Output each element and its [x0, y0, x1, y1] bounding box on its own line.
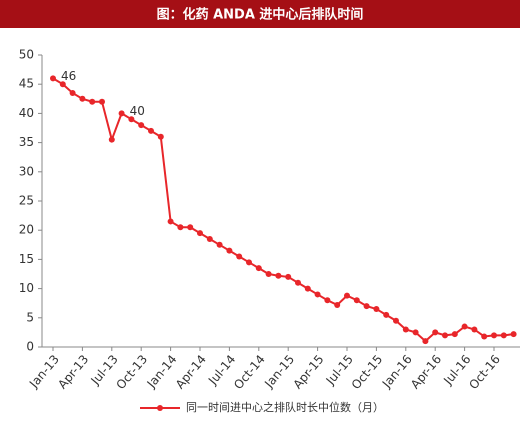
data-point: [461, 323, 468, 330]
data-point: [167, 218, 174, 225]
data-point: [481, 333, 488, 340]
x-tick-label: Oct-13: [114, 352, 151, 392]
x-tick-label: Apr-14: [173, 352, 209, 391]
data-point: [451, 331, 458, 338]
y-tick-label: 5: [26, 310, 34, 324]
data-point: [324, 297, 331, 304]
data-point: [197, 230, 203, 237]
data-point: [422, 338, 429, 345]
data-point: [363, 303, 370, 310]
data-point: [334, 301, 341, 308]
data-point: [118, 110, 125, 117]
data-point: [157, 133, 164, 140]
data-point: [393, 317, 399, 324]
legend-label: 同一时间进中心之排队时长中位数（月）: [186, 400, 384, 414]
y-tick-label: 25: [19, 194, 34, 208]
x-tick-label: Jan-16: [379, 352, 415, 391]
data-point: [432, 329, 439, 336]
data-point: [265, 271, 272, 277]
chart-title: 图：化药 ANDA 进中心后排队时间: [157, 7, 364, 23]
y-tick-label: 10: [19, 281, 34, 295]
title-banner: [0, 0, 520, 28]
data-line: [52, 77, 514, 343]
data-point: [383, 311, 390, 318]
y-tick-label: 15: [19, 252, 34, 266]
data-point: [89, 98, 96, 105]
y-tick-label: 0: [26, 340, 34, 354]
data-point: [353, 297, 360, 304]
x-tick-label: Jan-13: [26, 352, 62, 391]
legend-marker: [157, 405, 163, 411]
data-point: [491, 332, 497, 339]
data-point: [187, 224, 194, 231]
data-point: [128, 116, 135, 123]
data-point: [442, 332, 448, 339]
data-point: [108, 136, 115, 143]
x-tick-label: Jan-14: [144, 352, 180, 391]
x-tick-label: Apr-15: [290, 352, 326, 391]
data-point: [246, 259, 252, 266]
y-tick-label: 50: [19, 48, 34, 62]
data-point: [344, 292, 350, 299]
y-tick-label: 20: [19, 223, 34, 237]
y-tick-label: 35: [19, 135, 34, 149]
data-point: [275, 272, 282, 279]
data-point: [402, 326, 409, 333]
data-point: [373, 306, 380, 313]
x-tick-label: Apr-16: [408, 352, 444, 391]
data-point: [216, 241, 223, 248]
data-point: [59, 81, 66, 88]
data-point: [412, 329, 419, 336]
x-tick-label: Oct-15: [349, 352, 386, 392]
data-point: [148, 127, 154, 134]
x-tick-label: Oct-14: [231, 352, 268, 392]
data-point: [510, 331, 517, 338]
y-tick-label: 45: [19, 77, 34, 91]
data-point: [255, 265, 262, 272]
data-point: [177, 224, 184, 231]
y-tick-label: 40: [19, 106, 34, 120]
x-tick-label: Jan-15: [261, 352, 297, 391]
data-point: [79, 95, 86, 102]
data-point: [314, 291, 321, 298]
data-point: [226, 247, 233, 254]
x-tick-label: Apr-13: [55, 352, 91, 391]
data-point: [138, 122, 145, 129]
data-point: [285, 273, 292, 280]
y-tick-label: 30: [19, 164, 34, 178]
data-point: [236, 253, 243, 260]
data-point: [99, 98, 105, 105]
data-label: 40: [130, 104, 145, 118]
data-point: [471, 326, 478, 333]
data-label: 46: [61, 69, 76, 83]
data-point: [304, 285, 311, 292]
data-point: [500, 332, 507, 339]
data-point: [206, 235, 213, 242]
data-point: [50, 75, 56, 82]
data-point: [69, 89, 76, 96]
x-tick-label: Oct-16: [466, 352, 503, 392]
data-point: [295, 279, 301, 286]
